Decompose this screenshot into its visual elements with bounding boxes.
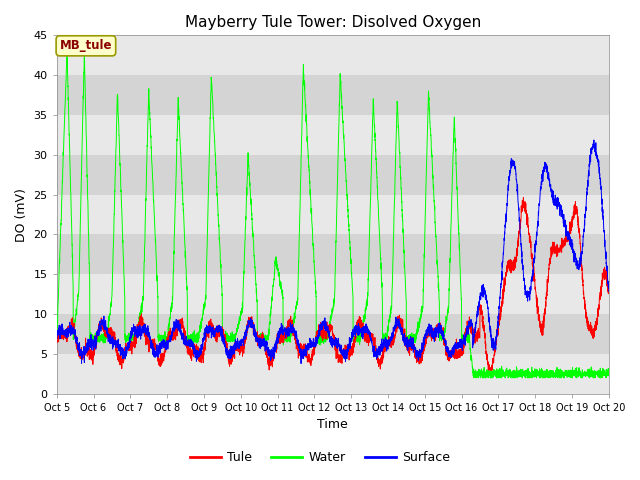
Y-axis label: DO (mV): DO (mV) xyxy=(15,188,28,241)
Title: Mayberry Tule Tower: Disolved Oxygen: Mayberry Tule Tower: Disolved Oxygen xyxy=(184,15,481,30)
Bar xyxy=(57,235,609,275)
Bar xyxy=(57,195,609,235)
Bar xyxy=(57,115,609,155)
Legend: Tule, Water, Surface: Tule, Water, Surface xyxy=(185,446,455,469)
Bar xyxy=(57,354,609,394)
Text: MB_tule: MB_tule xyxy=(60,39,112,52)
Bar xyxy=(57,36,609,75)
Bar xyxy=(57,155,609,195)
Bar xyxy=(57,314,609,354)
X-axis label: Time: Time xyxy=(317,419,348,432)
Bar xyxy=(57,75,609,115)
Bar xyxy=(57,275,609,314)
